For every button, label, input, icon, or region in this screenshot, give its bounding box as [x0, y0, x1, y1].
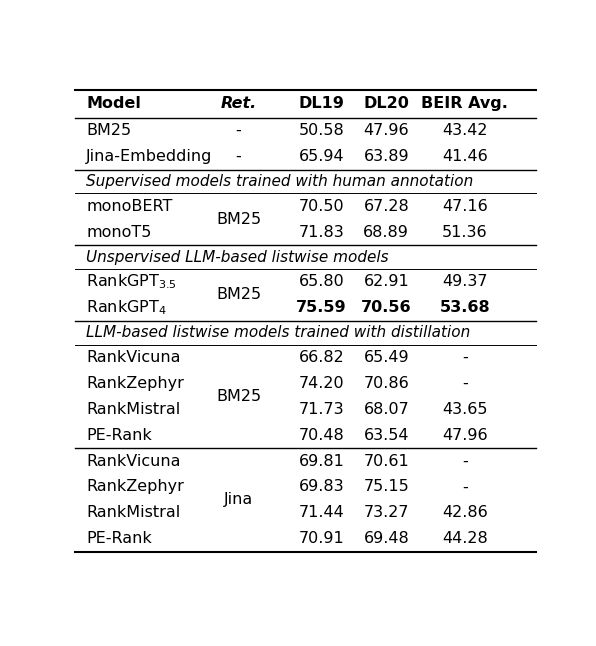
- Text: 70.91: 70.91: [299, 531, 344, 546]
- Text: RankMistral: RankMistral: [86, 402, 181, 417]
- Text: -: -: [235, 123, 241, 138]
- Text: 53.68: 53.68: [439, 300, 490, 315]
- Text: 71.83: 71.83: [299, 225, 344, 240]
- Text: Jina: Jina: [224, 492, 253, 507]
- Text: 47.16: 47.16: [442, 199, 488, 214]
- Text: 65.80: 65.80: [299, 275, 344, 289]
- Text: 62.91: 62.91: [364, 275, 409, 289]
- Text: 70.61: 70.61: [364, 453, 409, 468]
- Text: RankGPT$_{3.5}$: RankGPT$_{3.5}$: [86, 273, 177, 291]
- Text: 47.96: 47.96: [364, 123, 409, 138]
- Text: 70.48: 70.48: [299, 428, 344, 443]
- Text: 70.86: 70.86: [364, 376, 409, 391]
- Text: 70.56: 70.56: [361, 300, 412, 315]
- Text: RankZephyr: RankZephyr: [86, 479, 184, 494]
- Text: 63.54: 63.54: [364, 428, 409, 443]
- Text: 71.73: 71.73: [299, 402, 344, 417]
- Text: 73.27: 73.27: [364, 505, 409, 520]
- Text: 49.37: 49.37: [442, 275, 488, 289]
- Text: Jina-Embedding: Jina-Embedding: [86, 149, 212, 164]
- Text: 65.49: 65.49: [364, 350, 409, 365]
- Text: Unspervised LLM-based listwise models: Unspervised LLM-based listwise models: [86, 249, 389, 265]
- Text: monoT5: monoT5: [86, 225, 151, 240]
- Text: 69.81: 69.81: [299, 453, 344, 468]
- Text: 69.48: 69.48: [364, 531, 409, 546]
- Text: 41.46: 41.46: [442, 149, 488, 164]
- Text: 63.89: 63.89: [364, 149, 409, 164]
- Text: BM25: BM25: [216, 212, 261, 227]
- Text: 68.89: 68.89: [364, 225, 409, 240]
- Text: 51.36: 51.36: [442, 225, 488, 240]
- Text: Model: Model: [86, 96, 141, 111]
- Text: BM25: BM25: [216, 389, 261, 404]
- Text: 42.86: 42.86: [442, 505, 488, 520]
- Text: 69.83: 69.83: [299, 479, 344, 494]
- Text: RankVicuna: RankVicuna: [86, 453, 181, 468]
- Text: Supervised models trained with human annotation: Supervised models trained with human ann…: [86, 174, 473, 189]
- Text: PE-Rank: PE-Rank: [86, 428, 152, 443]
- Text: -: -: [462, 350, 468, 365]
- Text: RankGPT$_4$: RankGPT$_4$: [86, 298, 167, 317]
- Text: monoBERT: monoBERT: [86, 199, 172, 214]
- Text: 71.44: 71.44: [299, 505, 344, 520]
- Text: Ret.: Ret.: [221, 96, 257, 111]
- Text: 74.20: 74.20: [299, 376, 344, 391]
- Text: BM25: BM25: [86, 123, 131, 138]
- Text: -: -: [235, 149, 241, 164]
- Text: 47.96: 47.96: [442, 428, 488, 443]
- Text: -: -: [462, 453, 468, 468]
- Text: 75.15: 75.15: [364, 479, 409, 494]
- Text: BM25: BM25: [216, 287, 261, 302]
- Text: DL19: DL19: [299, 96, 344, 111]
- Text: LLM-based listwise models trained with distillation: LLM-based listwise models trained with d…: [86, 325, 470, 340]
- Text: 43.42: 43.42: [442, 123, 488, 138]
- Text: 50.58: 50.58: [299, 123, 344, 138]
- Text: 68.07: 68.07: [364, 402, 409, 417]
- Text: RankVicuna: RankVicuna: [86, 350, 181, 365]
- Text: BEIR Avg.: BEIR Avg.: [421, 96, 508, 111]
- Text: 70.50: 70.50: [299, 199, 344, 214]
- Text: -: -: [462, 376, 468, 391]
- Text: 43.65: 43.65: [442, 402, 488, 417]
- Text: RankZephyr: RankZephyr: [86, 376, 184, 391]
- Text: PE-Rank: PE-Rank: [86, 531, 152, 546]
- Text: 44.28: 44.28: [442, 531, 488, 546]
- Text: 65.94: 65.94: [299, 149, 344, 164]
- Text: 66.82: 66.82: [299, 350, 344, 365]
- Text: 75.59: 75.59: [296, 300, 347, 315]
- Text: -: -: [462, 479, 468, 494]
- Text: RankMistral: RankMistral: [86, 505, 181, 520]
- Text: 67.28: 67.28: [364, 199, 409, 214]
- Text: DL20: DL20: [364, 96, 409, 111]
